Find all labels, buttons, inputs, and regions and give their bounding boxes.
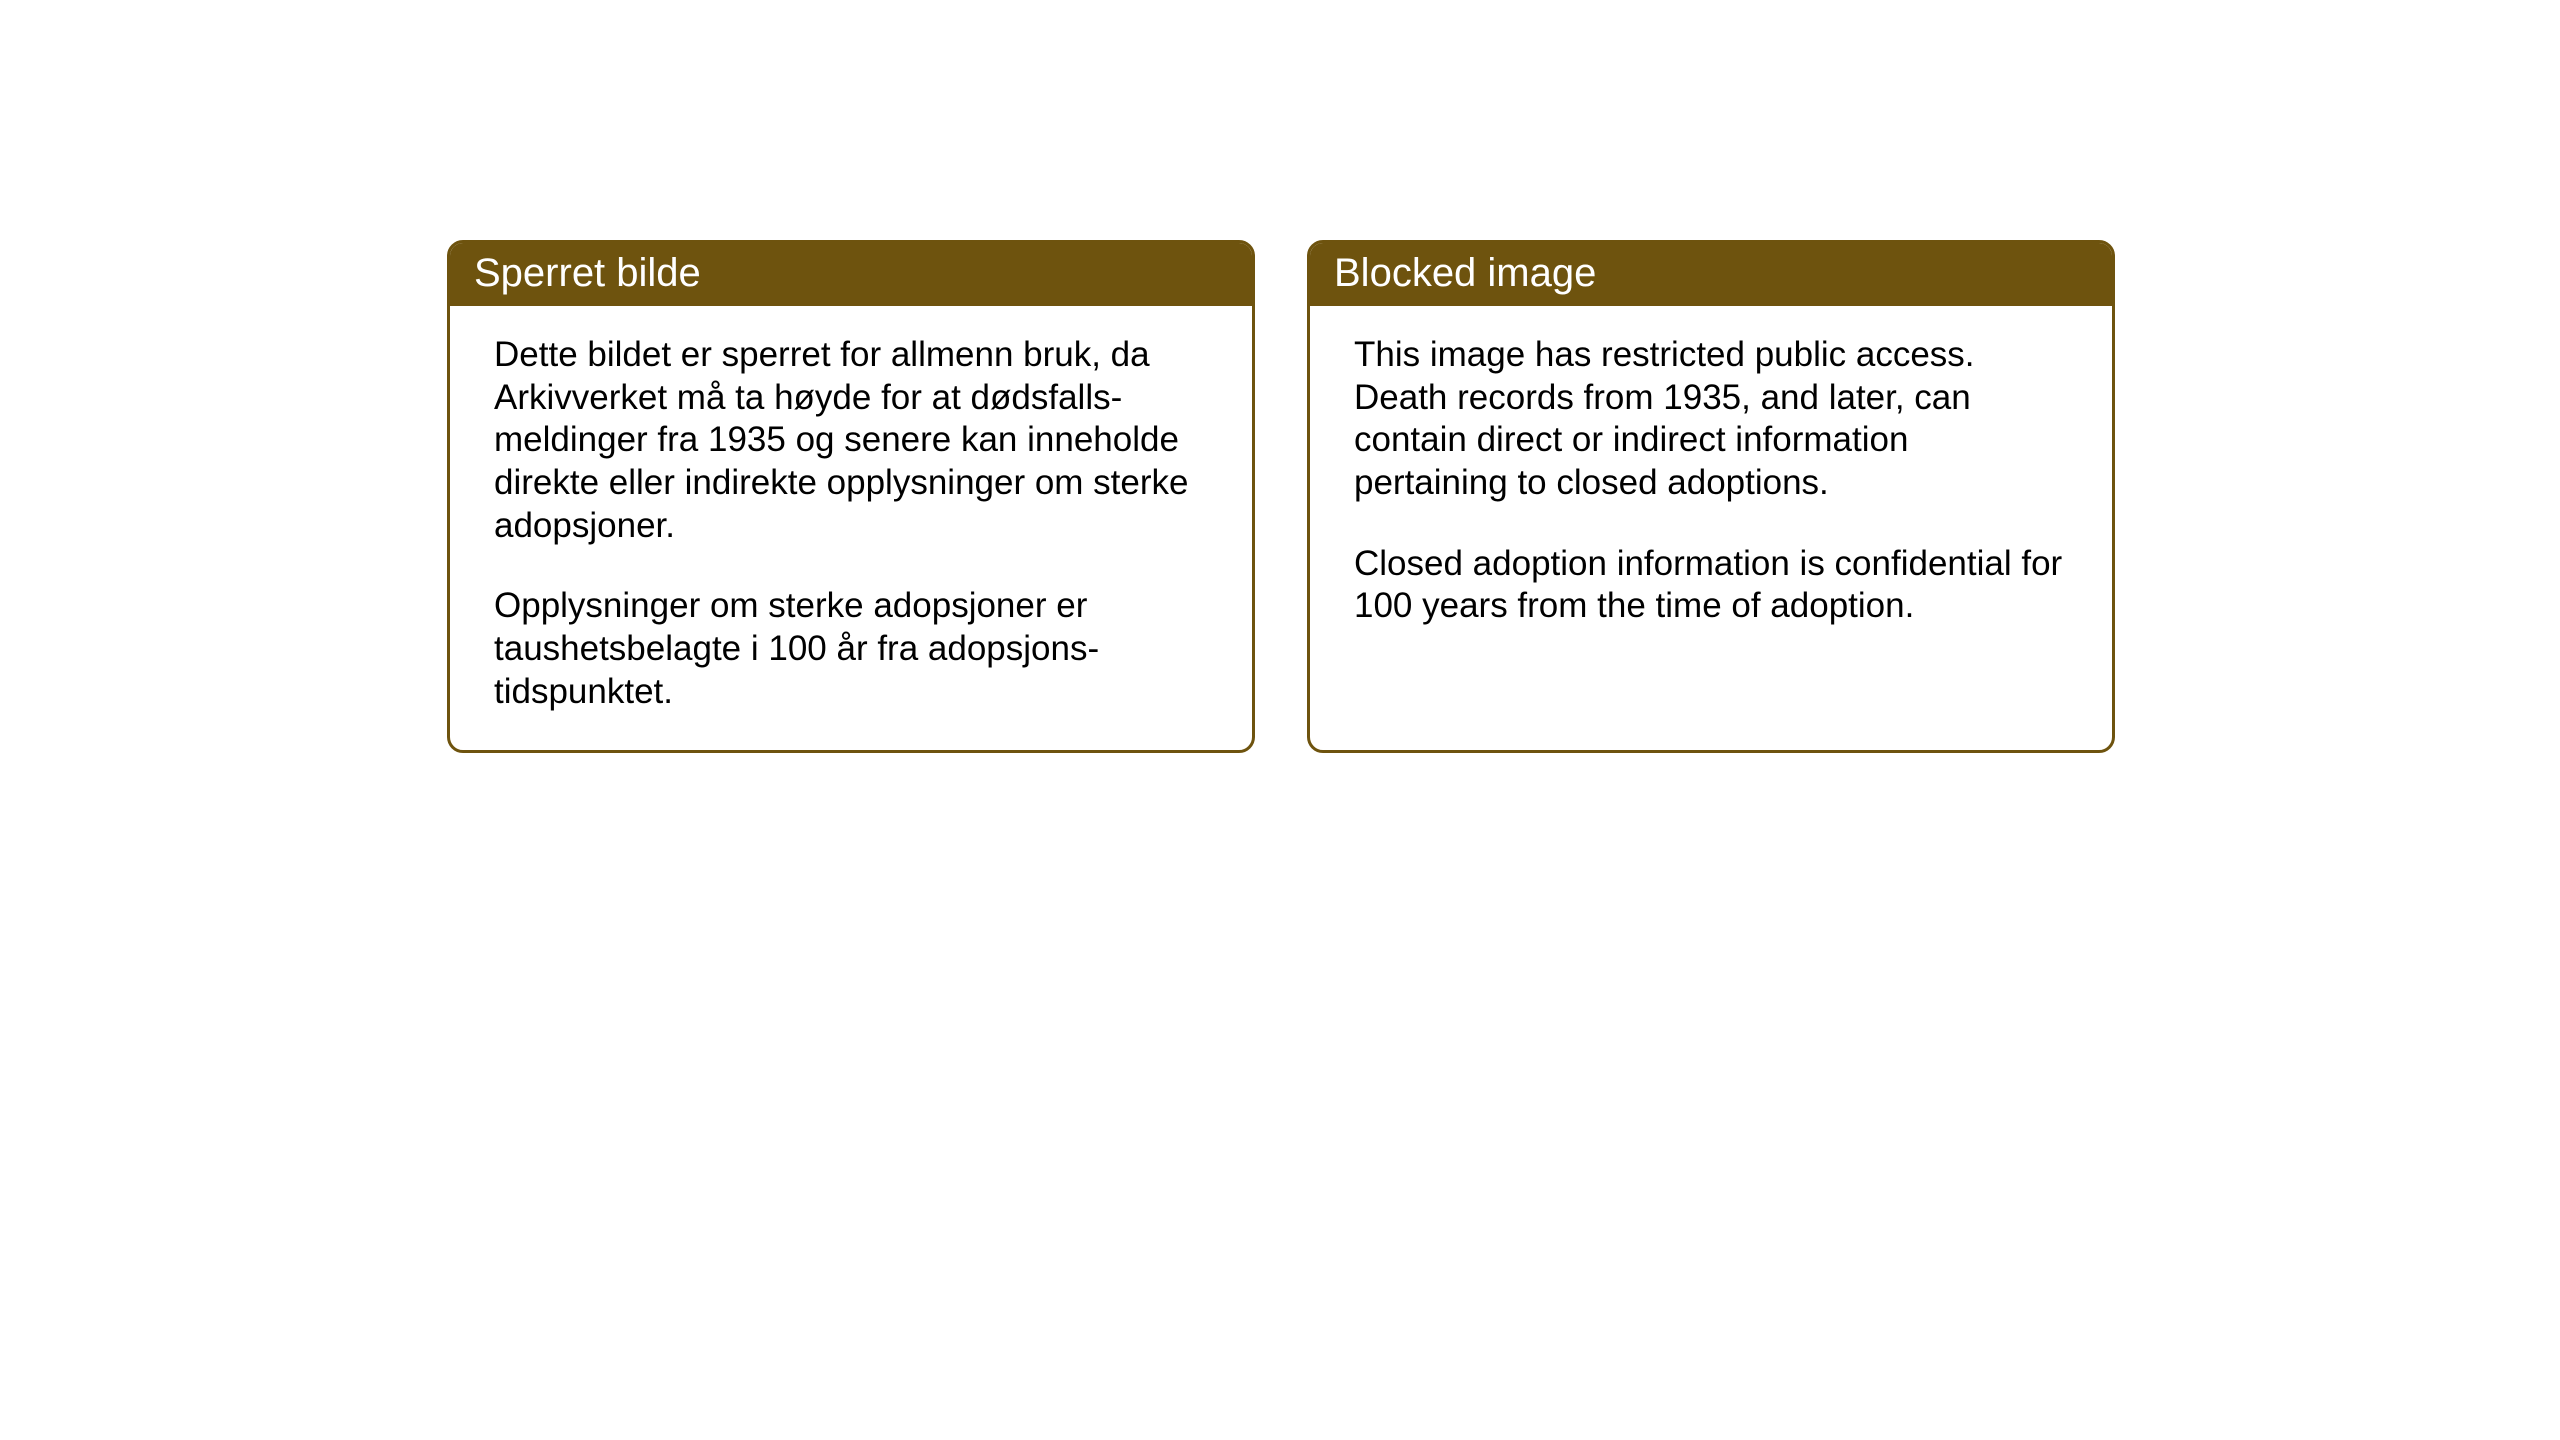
card-header-english: Blocked image xyxy=(1310,243,2112,306)
card-title-norwegian: Sperret bilde xyxy=(474,251,701,295)
card-title-english: Blocked image xyxy=(1334,251,1596,295)
paragraph-1-english: This image has restricted public access.… xyxy=(1354,334,2068,505)
card-body-norwegian: Dette bildet er sperret for allmenn bruk… xyxy=(450,306,1252,750)
notice-container: Sperret bilde Dette bildet er sperret fo… xyxy=(447,240,2115,753)
paragraph-2-norwegian: Opplysninger om sterke adopsjoner er tau… xyxy=(494,585,1208,713)
notice-card-english: Blocked image This image has restricted … xyxy=(1307,240,2115,753)
notice-card-norwegian: Sperret bilde Dette bildet er sperret fo… xyxy=(447,240,1255,753)
card-header-norwegian: Sperret bilde xyxy=(450,243,1252,306)
paragraph-1-norwegian: Dette bildet er sperret for allmenn bruk… xyxy=(494,334,1208,547)
card-body-english: This image has restricted public access.… xyxy=(1310,306,2112,728)
paragraph-2-english: Closed adoption information is confident… xyxy=(1354,543,2068,628)
